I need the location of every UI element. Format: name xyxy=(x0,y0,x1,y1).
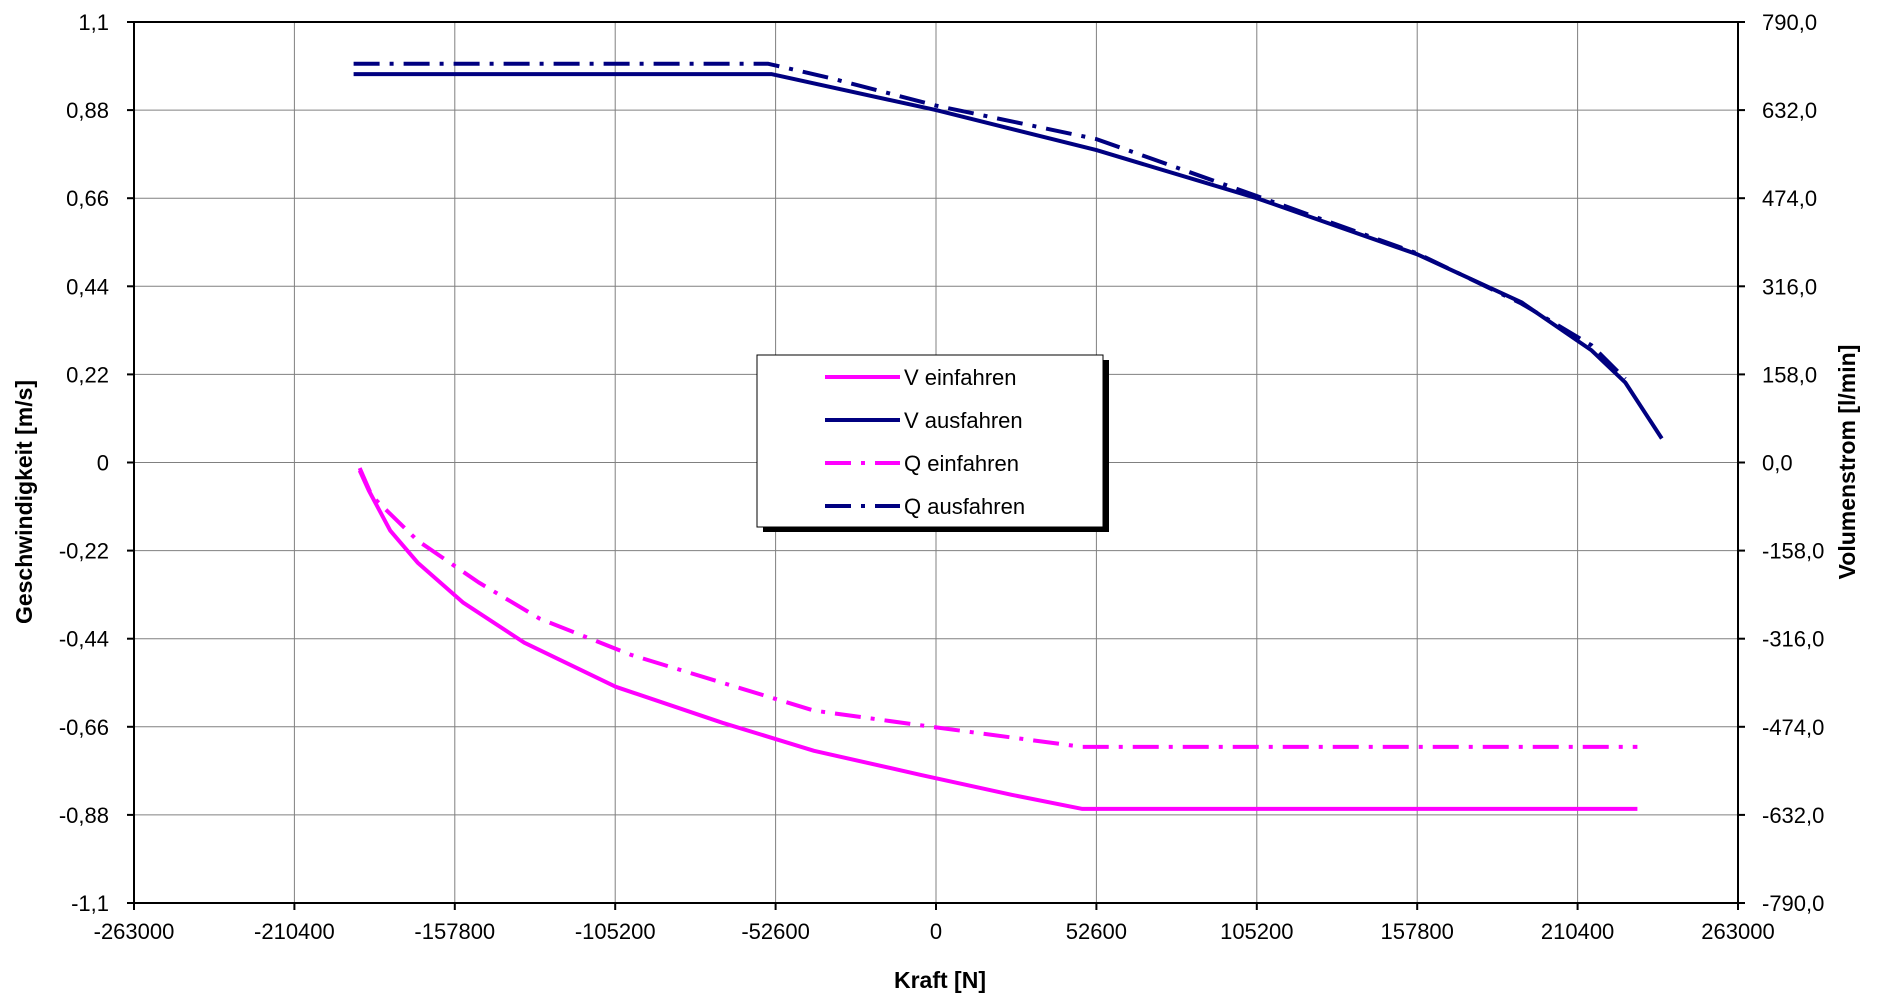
y-tick-label: 0,88 xyxy=(66,98,109,123)
y-tick-label: -0,44 xyxy=(59,627,109,652)
y2-tick-label: 316,0 xyxy=(1762,274,1817,299)
y2-axis-title: Volumenstrom [l/min] xyxy=(1834,345,1860,580)
y-axis-title: Geschwindigkeit [m/s] xyxy=(11,380,37,624)
legend-label: V ausfahren xyxy=(904,408,1023,433)
y2-tick-label: -316,0 xyxy=(1762,627,1824,652)
legend-items: V einfahren V ausfahren Q einfahren Q ausfa… xyxy=(825,365,1025,519)
y2-tick-label: 0,0 xyxy=(1762,451,1793,476)
y2-axis-ticks: 790,0 632,0 474,0 316,0 158,0 0,0 -158,0 -316,0… xyxy=(1738,10,1824,916)
series-line-q-ausfahren xyxy=(353,61,1627,381)
legend-box xyxy=(756,354,1104,528)
y-tick-label: -0,88 xyxy=(59,803,109,828)
x-tick-label: -157800 xyxy=(414,919,495,944)
x-axis-ticks: -263000 -210400 -157800 -105200 -52600 0 52600… xyxy=(94,903,1775,944)
y2-tick-label: -474,0 xyxy=(1762,715,1824,740)
series-line-v-einfahren xyxy=(357,469,1638,811)
x-tick-label: 0 xyxy=(930,919,942,944)
y2-tick-label: -790,0 xyxy=(1762,891,1824,916)
legend-label: Q ausfahren xyxy=(904,494,1025,519)
x-tick-label: 105200 xyxy=(1220,919,1293,944)
legend-label: Q einfahren xyxy=(904,451,1019,476)
series-layer xyxy=(353,61,1664,811)
y-tick-label: 0,22 xyxy=(66,362,109,387)
y-tick-label: 0,44 xyxy=(66,274,109,299)
x-tick-label: 263000 xyxy=(1701,919,1774,944)
x-tick-label: -210400 xyxy=(254,919,335,944)
y2-tick-label: 790,0 xyxy=(1762,10,1817,35)
x-tick-label: 157800 xyxy=(1380,919,1453,944)
x-axis-title: Kraft [N] xyxy=(894,967,986,993)
x-tick-label: -263000 xyxy=(94,919,175,944)
x-tick-label: -52600 xyxy=(741,919,810,944)
y-tick-label: 0,66 xyxy=(66,186,109,211)
y-tick-label: -1,1 xyxy=(71,891,109,916)
y-axis-ticks: 1,1 0,88 0,66 0,44 0,22 0 -0,22 -0,44 -0,66 -0,88… xyxy=(59,10,134,916)
y2-tick-label: -158,0 xyxy=(1762,539,1824,564)
y2-tick-label: 632,0 xyxy=(1762,98,1817,123)
legend-label: V einfahren xyxy=(904,365,1017,390)
legend: V einfahren V ausfahren Q einfahren Q ausfa… xyxy=(756,354,1109,532)
y2-tick-label: 474,0 xyxy=(1762,186,1817,211)
y-tick-label: 0 xyxy=(97,451,109,476)
y2-tick-label: 158,0 xyxy=(1762,362,1817,387)
y-tick-label: -0,66 xyxy=(59,715,109,740)
x-tick-label: 210400 xyxy=(1541,919,1614,944)
y-tick-label: -0,22 xyxy=(59,539,109,564)
y2-tick-label: -632,0 xyxy=(1762,803,1824,828)
series-line-q-einfahren xyxy=(357,467,1638,749)
y-tick-label: 1,1 xyxy=(78,10,109,35)
x-tick-label: -105200 xyxy=(575,919,656,944)
x-tick-label: 52600 xyxy=(1066,919,1127,944)
